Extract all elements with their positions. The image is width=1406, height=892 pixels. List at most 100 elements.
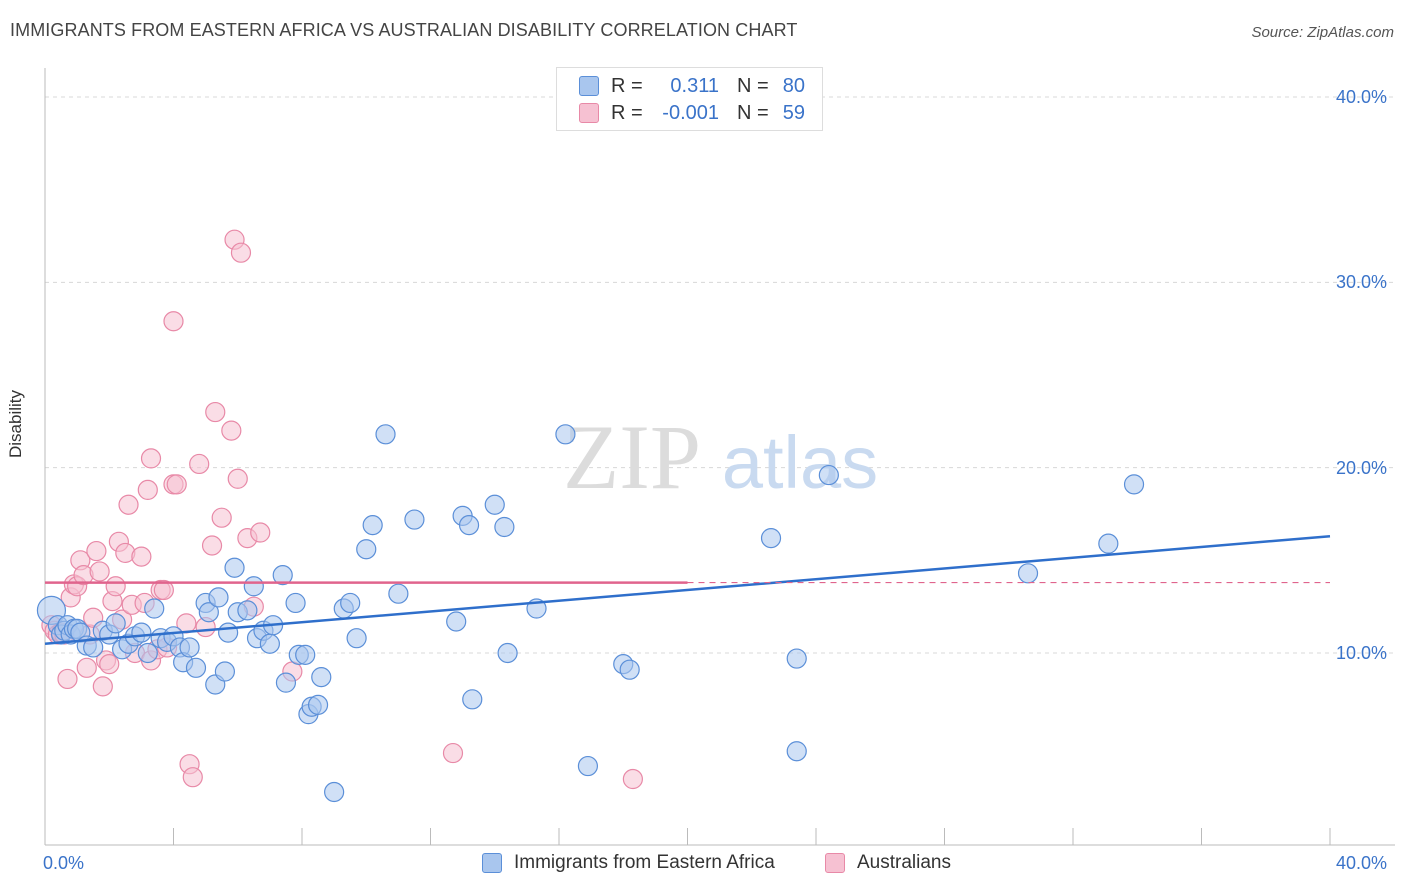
eastern-africa-point	[311, 666, 332, 688]
eastern-africa-point	[83, 637, 104, 658]
eastern-africa-point	[497, 642, 518, 664]
australians-point	[211, 507, 232, 528]
australians-point	[221, 420, 242, 441]
eastern-africa-point	[340, 592, 361, 614]
grid-lines	[45, 96, 1395, 654]
eastern-africa-point	[307, 694, 329, 715]
watermark: ZIP atlas	[563, 406, 878, 508]
eastern-africa-point	[388, 583, 409, 604]
australians-point	[622, 768, 643, 790]
eastern-africa-point	[105, 613, 126, 634]
stats-legend: R = 0.311 N = 80 R = -0.001 N = 59	[556, 67, 823, 131]
eastern-africa-point	[144, 598, 165, 619]
legend-item-eastern-africa[interactable]: Immigrants from Eastern Africa	[482, 852, 775, 874]
australians-point	[140, 448, 162, 469]
australians-point	[137, 479, 158, 501]
r-value: -0.001	[662, 101, 719, 124]
series-australians	[41, 229, 643, 790]
r-value: 0.311	[670, 74, 719, 97]
chart-source: Source: ZipAtlas.com	[1251, 24, 1394, 41]
eastern-africa-point	[179, 637, 200, 658]
australians-point	[230, 242, 252, 263]
australians-point	[92, 676, 113, 697]
eastern-africa-point	[760, 527, 782, 549]
watermark-zip: ZIP	[563, 406, 701, 508]
blue-swatch	[482, 853, 502, 873]
australians-point	[201, 535, 223, 556]
australians-point	[205, 401, 226, 423]
eastern-africa-point	[356, 539, 377, 560]
eastern-africa-point	[285, 592, 306, 614]
australians-point	[166, 474, 187, 495]
eastern-africa-point	[1123, 474, 1145, 495]
eastern-africa-point	[362, 515, 383, 536]
eastern-africa-point	[404, 509, 425, 530]
eastern-africa-point	[555, 424, 576, 445]
eastern-africa-point	[259, 633, 280, 654]
r-label: R =	[611, 101, 643, 124]
y-tick-label: 30.0%	[1336, 272, 1388, 293]
y-axis-label: Disability	[6, 389, 25, 458]
pink-swatch	[825, 853, 845, 873]
eastern-africa-point	[786, 741, 807, 762]
eastern-africa-point	[818, 464, 839, 486]
eastern-africa-point	[346, 628, 367, 649]
n-value: 59	[782, 101, 805, 124]
australians-point	[99, 654, 120, 675]
trend-lines	[44, 534, 1331, 645]
eastern-africa-point	[786, 648, 807, 669]
eastern-africa-point	[137, 642, 158, 664]
x-max-label: 40.0%	[1336, 853, 1388, 873]
legend-row-eastern-africa: R = 0.311 N = 80	[579, 73, 805, 99]
eastern-africa-point	[1098, 533, 1119, 554]
axes	[44, 68, 1395, 846]
r-label: R =	[611, 74, 643, 97]
chart-title: IMMIGRANTS FROM EASTERN AFRICA VS AUSTRA…	[10, 20, 798, 40]
n-value: 80	[782, 74, 805, 97]
legend-label: Immigrants from Eastern Africa	[514, 852, 775, 873]
eastern-africa-point	[295, 644, 316, 665]
eastern-africa-point	[237, 600, 258, 621]
australians-point	[153, 579, 174, 601]
australians-point	[131, 546, 152, 567]
legend-label: Australians	[857, 852, 951, 873]
eastern-africa-point	[208, 587, 229, 608]
x-min-label: 0.0%	[43, 853, 85, 873]
eastern-africa-point	[198, 602, 219, 623]
blue-swatch	[579, 76, 599, 96]
eastern-africa-point	[272, 565, 293, 586]
pink-swatch	[579, 103, 599, 123]
australians-point	[182, 767, 203, 788]
australians-point	[89, 561, 110, 582]
eastern-africa-point	[185, 657, 207, 678]
australians-point	[105, 576, 126, 597]
eastern-africa-point	[224, 557, 245, 578]
eastern-africa-point	[1017, 563, 1039, 584]
trend-line-eastern-africa	[44, 534, 1331, 645]
eastern-africa-point	[446, 611, 467, 632]
eastern-africa-point	[484, 494, 505, 515]
y-tick-label: 10.0%	[1336, 643, 1388, 663]
legend-item-australians[interactable]: Australians	[825, 852, 951, 874]
eastern-africa-point	[577, 755, 599, 777]
n-label: N =	[737, 101, 769, 124]
australians-point	[189, 453, 210, 475]
eastern-africa-point	[494, 516, 515, 538]
australians-point	[118, 494, 139, 515]
eastern-africa-point	[375, 424, 396, 445]
eastern-africa-point	[131, 622, 152, 643]
australians-point	[250, 522, 271, 543]
eastern-africa-point	[324, 781, 345, 803]
series-eastern-africa	[36, 424, 1145, 803]
eastern-africa-point	[275, 672, 297, 693]
y-tick-label: 20.0%	[1336, 457, 1388, 478]
eastern-africa-point	[458, 515, 480, 536]
australians-point	[76, 657, 97, 678]
eastern-africa-point	[462, 689, 483, 710]
australians-point	[57, 668, 78, 690]
watermark-atlas: atlas	[722, 421, 878, 504]
eastern-africa-point	[619, 659, 640, 680]
eastern-africa-point	[214, 661, 235, 682]
eastern-africa-point	[243, 576, 264, 597]
